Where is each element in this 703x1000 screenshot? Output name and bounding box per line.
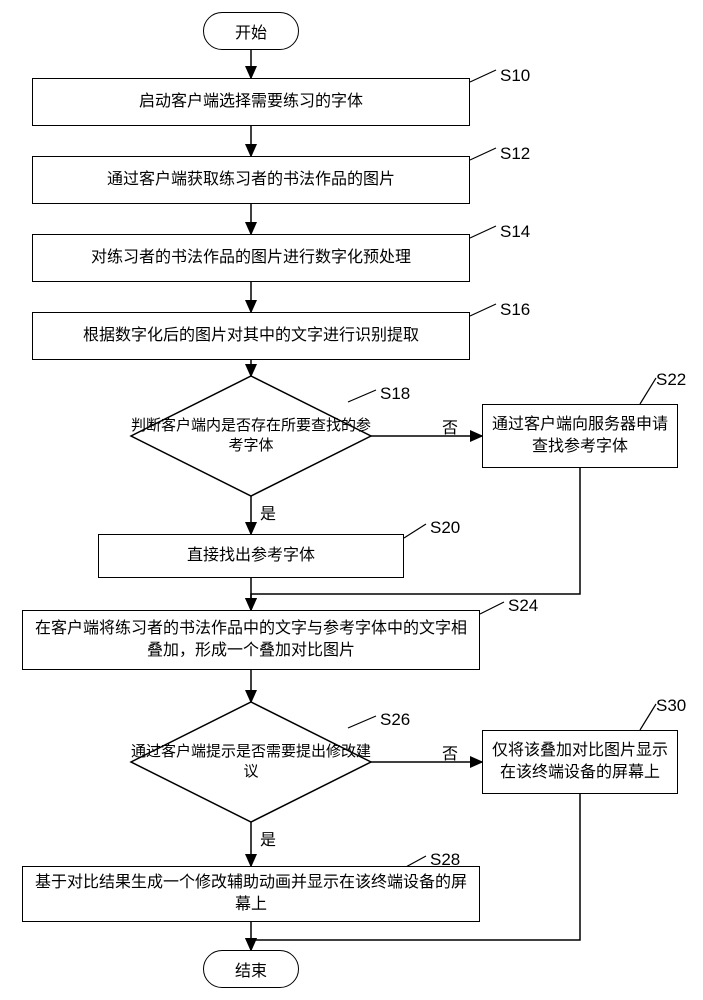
- step-label-s16: S16: [500, 300, 530, 320]
- edge-label-s18-yes: 是: [260, 500, 276, 524]
- process-s28: 基于对比结果生成一个修改辅助动画并显示在该终端设备的屏幕上: [22, 866, 480, 922]
- step-label-s24: S24: [508, 596, 538, 616]
- process-s10: 启动客户端选择需要练习的字体: [32, 78, 470, 126]
- process-s14-text: 对练习者的书法作品的图片进行数字化预处理: [91, 247, 411, 269]
- decision-s26: 通过客户端提示是否需要提出修改建议: [131, 702, 371, 822]
- terminator-start: 开始: [203, 12, 299, 50]
- step-label-s26: S26: [380, 710, 410, 730]
- process-s20: 直接找出参考字体: [98, 534, 404, 578]
- process-s22: 通过客户端向服务器申请查找参考字体: [482, 404, 678, 468]
- edge-label-s26-yes: 是: [260, 826, 276, 850]
- process-s12: 通过客户端获取练习者的书法作品的图片: [32, 156, 470, 204]
- decision-s26-text: 通过客户端提示是否需要提出修改建议: [131, 742, 371, 783]
- process-s16-text: 根据数字化后的图片对其中的文字进行识别提取: [83, 325, 419, 347]
- terminator-end-text: 结束: [235, 957, 267, 981]
- step-label-s10: S10: [500, 66, 530, 86]
- step-label-s18: S18: [380, 384, 410, 404]
- process-s24-text: 在客户端将练习者的书法作品中的文字与参考字体中的文字相叠加，形成一个叠加对比图片: [31, 618, 471, 663]
- terminator-start-text: 开始: [235, 19, 267, 43]
- process-s10-text: 启动客户端选择需要练习的字体: [139, 91, 363, 113]
- step-label-s14: S14: [500, 222, 530, 242]
- decision-s18-text: 判断客户端内是否存在所要查找的参考字体: [131, 416, 371, 457]
- flowchart-edges: [0, 0, 703, 1000]
- process-s30-text: 仅将该叠加对比图片显示在该终端设备的屏幕上: [491, 740, 669, 785]
- step-label-s20: S20: [430, 518, 460, 538]
- process-s16: 根据数字化后的图片对其中的文字进行识别提取: [32, 312, 470, 360]
- step-label-s22: S22: [656, 370, 686, 390]
- edge-label-s26-no: 否: [442, 740, 458, 764]
- step-label-s30: S30: [656, 696, 686, 716]
- flowchart-canvas: 开始 结束 启动客户端选择需要练习的字体 通过客户端获取练习者的书法作品的图片 …: [0, 0, 703, 1000]
- process-s28-text: 基于对比结果生成一个修改辅助动画并显示在该终端设备的屏幕上: [31, 872, 471, 917]
- process-s22-text: 通过客户端向服务器申请查找参考字体: [491, 414, 669, 459]
- process-s30: 仅将该叠加对比图片显示在该终端设备的屏幕上: [482, 730, 678, 794]
- decision-s18: 判断客户端内是否存在所要查找的参考字体: [131, 376, 371, 496]
- process-s20-text: 直接找出参考字体: [187, 545, 315, 567]
- process-s14: 对练习者的书法作品的图片进行数字化预处理: [32, 234, 470, 282]
- process-s12-text: 通过客户端获取练习者的书法作品的图片: [107, 169, 395, 191]
- step-label-s12: S12: [500, 144, 530, 164]
- terminator-end: 结束: [203, 950, 299, 988]
- step-label-s28: S28: [430, 850, 460, 870]
- edge-label-s18-no: 否: [442, 414, 458, 438]
- process-s24: 在客户端将练习者的书法作品中的文字与参考字体中的文字相叠加，形成一个叠加对比图片: [22, 610, 480, 670]
